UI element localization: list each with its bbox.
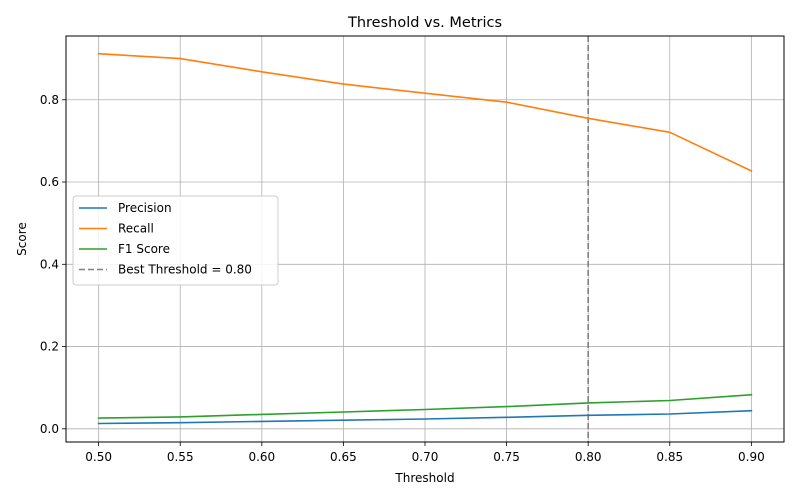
x-tick-label-3: 0.65 (330, 450, 357, 464)
x-tick-label-1: 0.55 (167, 450, 194, 464)
legend-label-f1-score: F1 Score (118, 242, 170, 256)
series-line-recall (97, 52, 753, 172)
x-tick-label-2: 0.60 (248, 450, 275, 464)
legend-box (72, 195, 279, 286)
series-line-f1-score (97, 393, 753, 419)
x-axis-ticks: 0.50 0.55 0.60 0.65 0.70 0.75 0.80 0.85 0.90 (85, 442, 765, 464)
series-layer (97, 52, 753, 425)
chart-title: Threshold vs. Metrics (347, 15, 502, 31)
legend: Precision Recall F1 Score Best Threshold = … (72, 195, 279, 286)
y-tick-label-1: 0.2 (40, 340, 59, 354)
y-tick-label-4: 0.8 (40, 93, 59, 107)
y-axis-label: Score (15, 222, 29, 256)
x-axis-label: Threshold (394, 471, 454, 485)
y-tick-label-2: 0.4 (40, 257, 59, 271)
x-tick-label-5: 0.75 (493, 450, 520, 464)
x-tick-label-6: 0.80 (575, 450, 602, 464)
legend-label-precision: Precision (118, 201, 172, 215)
legend-label-recall: Recall (118, 222, 154, 236)
x-tick-label-7: 0.85 (656, 450, 683, 464)
x-tick-label-4: 0.70 (412, 450, 439, 464)
y-axis-ticks: 0.0 0.2 0.4 0.6 0.8 (40, 93, 66, 436)
y-tick-label-0: 0.0 (40, 422, 59, 436)
x-tick-label-8: 0.90 (738, 450, 765, 464)
x-tick-label-0: 0.50 (85, 450, 112, 464)
y-tick-label-3: 0.6 (40, 175, 59, 189)
series-line-precision (97, 409, 753, 425)
legend-label-best-threshold: Best Threshold = 0.80 (118, 263, 252, 277)
